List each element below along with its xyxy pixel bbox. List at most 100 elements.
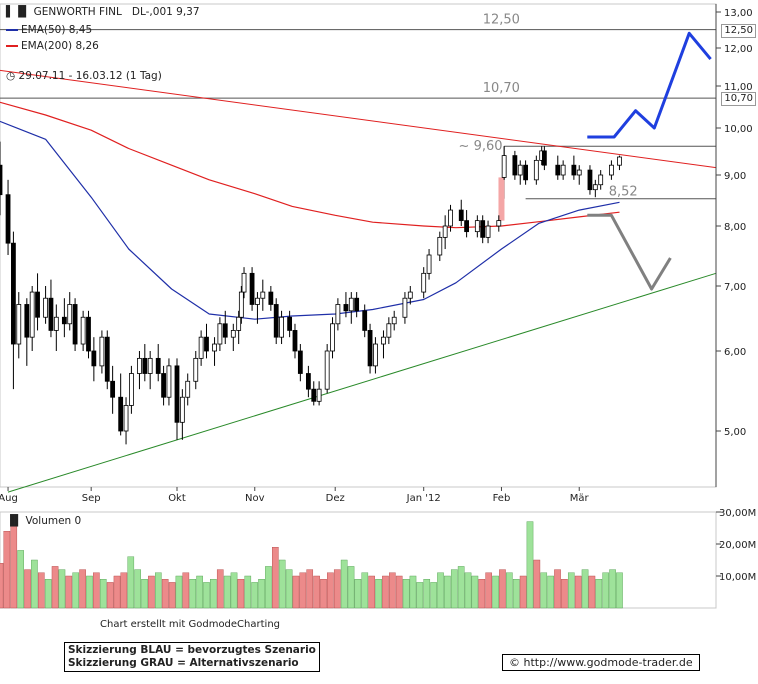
candle-body — [426, 254, 432, 274]
candle-body — [523, 164, 529, 181]
candle-body — [198, 336, 204, 359]
ema200-swatch — [6, 45, 18, 47]
candle-body — [137, 357, 142, 374]
ema-lines — [0, 101, 620, 320]
volume-bar — [533, 559, 541, 609]
ema50-label: EMA(50) 8,45 — [21, 24, 93, 36]
candle-body — [373, 343, 378, 367]
volume-bar — [285, 569, 293, 609]
volume-bar — [168, 582, 176, 609]
candle-body — [53, 316, 59, 331]
scenario-grey-path — [587, 213, 672, 291]
candle-body — [273, 304, 279, 338]
gap-marker — [498, 177, 505, 221]
volume-bar — [437, 572, 444, 609]
volume-bar — [450, 569, 458, 609]
volume-bar — [265, 566, 272, 609]
candle-body — [367, 330, 373, 367]
month-label: Nov — [245, 493, 265, 504]
volume-bar — [0, 563, 4, 609]
period-label: 29.07.11 - 16.03.12 (1 Tag) — [18, 70, 162, 82]
volume-header: ▐▌ Volumen 0 — [6, 515, 81, 528]
volume-bar — [51, 566, 59, 609]
candle-body — [541, 150, 547, 166]
volume-bar — [58, 569, 66, 609]
volume-bar — [237, 579, 245, 609]
candle-body — [297, 350, 303, 374]
candle-body — [617, 156, 622, 166]
website-link[interactable]: © http://www.godmode-trader.de — [502, 654, 700, 671]
volume-bar — [38, 572, 45, 609]
price-tick-label: 8,00 — [724, 222, 746, 233]
volume-bar — [3, 531, 11, 609]
candle-body — [238, 291, 244, 318]
volume-bar — [72, 572, 80, 609]
volume-bar — [561, 579, 568, 609]
volume-bar — [182, 572, 190, 609]
candle-body — [354, 297, 360, 312]
candle-body — [260, 291, 266, 299]
volume-bar — [258, 579, 265, 609]
candle-body — [442, 225, 448, 238]
candle-body — [0, 164, 3, 196]
candle-body — [464, 220, 470, 233]
price-tag-12-50: 12,50 — [721, 24, 756, 38]
volume-bar — [161, 579, 169, 609]
support-trendline — [7, 272, 717, 493]
candle-body — [407, 291, 413, 299]
candle-body — [501, 155, 507, 178]
candle-body — [421, 272, 427, 293]
candle-body — [123, 405, 129, 432]
candle-body — [311, 388, 317, 402]
volume-bar — [106, 582, 114, 609]
chart-header: ▌▐▌ GENWORTH FINL DL-,001 9,37 — [6, 6, 200, 19]
candle-body — [129, 373, 134, 406]
candle-body — [204, 336, 209, 352]
volume-bar — [616, 572, 623, 609]
candle-body — [335, 304, 341, 325]
candle-body — [61, 316, 67, 325]
candle-body — [255, 297, 260, 305]
candle-body — [555, 164, 561, 176]
price-tick-label: 11,00 — [724, 82, 753, 93]
candle-body — [576, 169, 582, 176]
volume-bar — [175, 575, 183, 609]
volume-bar — [492, 575, 499, 609]
period-row: ◷ 29.07.11 - 16.03.12 (1 Tag) — [6, 70, 162, 83]
volume-bar — [134, 569, 141, 609]
volume-bar — [540, 572, 548, 609]
volume-bar — [99, 579, 107, 609]
ema200-line — [0, 101, 620, 229]
candle-body — [533, 159, 539, 181]
axes: 5,00 6,00 7,00 8,00 9,00 10,00 11,00 12,00 13,00… — [0, 4, 756, 583]
volume-bar — [79, 569, 86, 609]
candle-body — [43, 297, 48, 318]
volume-bar — [375, 579, 382, 609]
candle-body — [391, 316, 397, 325]
candle-body — [517, 164, 523, 176]
bars-icon: ▌▐▌ — [6, 6, 31, 18]
volume-bar — [216, 569, 224, 609]
ema50-swatch — [6, 29, 18, 31]
candle-body — [343, 304, 349, 312]
candle-body — [268, 291, 274, 305]
candle-body — [571, 164, 577, 176]
level-label: 10,70 — [483, 81, 520, 96]
candle-body — [166, 365, 172, 398]
volume-bar — [519, 575, 527, 609]
instrument-title: GENWORTH FINL — [33, 6, 122, 18]
volume-bar — [10, 524, 18, 609]
legend-ema200: EMA(200) 8,26 — [6, 40, 99, 53]
candle-body — [110, 380, 116, 398]
volume-bars-icon: ▐▌ — [6, 515, 23, 527]
candle-body — [330, 323, 335, 352]
candle-body — [91, 350, 97, 367]
scenario-blue-path — [587, 31, 712, 139]
candle-body — [381, 336, 386, 345]
candle-body — [161, 373, 166, 398]
candle-body — [448, 209, 453, 227]
volume-bar — [327, 572, 334, 609]
volume-bar — [444, 575, 451, 609]
level-lines: 12,50 10,70 ~ 9,60 8,52 — [0, 13, 716, 221]
month-label: Dez — [326, 493, 345, 504]
